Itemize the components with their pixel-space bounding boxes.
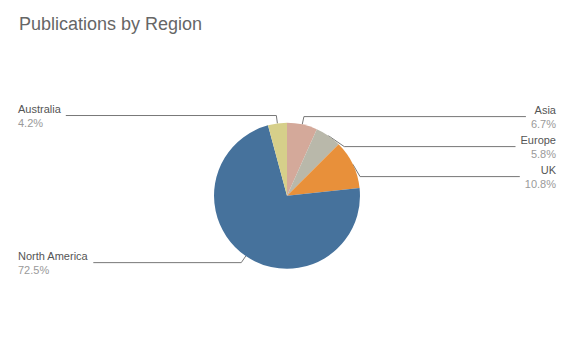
svg-text:72.5%: 72.5% bbox=[18, 264, 49, 276]
svg-text:Europe: Europe bbox=[521, 134, 556, 146]
svg-text:Asia: Asia bbox=[535, 104, 557, 116]
svg-text:Publications by Region: Publications by Region bbox=[19, 14, 202, 34]
svg-text:UK: UK bbox=[541, 164, 557, 176]
svg-text:6.7%: 6.7% bbox=[531, 118, 556, 130]
svg-text:4.2%: 4.2% bbox=[18, 117, 43, 129]
svg-text:North America: North America bbox=[18, 250, 89, 262]
svg-text:10.8%: 10.8% bbox=[525, 178, 556, 190]
svg-text:5.8%: 5.8% bbox=[531, 148, 556, 160]
svg-text:Australia: Australia bbox=[18, 103, 62, 115]
